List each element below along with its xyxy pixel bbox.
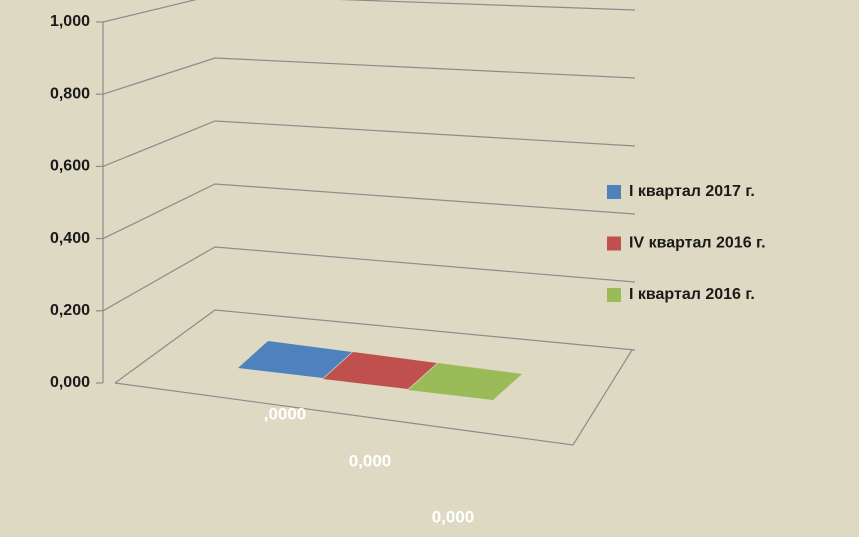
grid-line [102, 0, 636, 23]
value-label: 0,000 [432, 507, 475, 526]
legend-swatch [607, 288, 621, 302]
y-tick-label: 1,000 [50, 13, 90, 30]
legend-swatch [607, 185, 621, 199]
legend-swatch [607, 236, 621, 251]
y-tick-label: 0,600 [50, 158, 90, 175]
legend-label: I квартал 2016 г. [629, 286, 755, 303]
bar [408, 363, 522, 400]
legend-label: I квартал 2017 г. [629, 183, 755, 200]
value-label: 0,000 [349, 451, 392, 470]
y-tick-label: 0,400 [50, 230, 90, 247]
grid-line [102, 183, 636, 240]
grid-line [102, 246, 636, 312]
grid-line [102, 57, 636, 95]
grid-line [114, 309, 636, 384]
y-tick-label: 0,800 [50, 85, 90, 102]
legend-label: IV квартал 2016 г. [629, 235, 766, 252]
value-label: ,0000 [264, 404, 307, 423]
y-tick-label: 0,000 [50, 374, 90, 391]
bar [238, 341, 352, 378]
grid-line [102, 120, 636, 167]
floor [114, 349, 633, 446]
bar [323, 352, 437, 389]
y-tick-label: 0,200 [50, 302, 90, 319]
